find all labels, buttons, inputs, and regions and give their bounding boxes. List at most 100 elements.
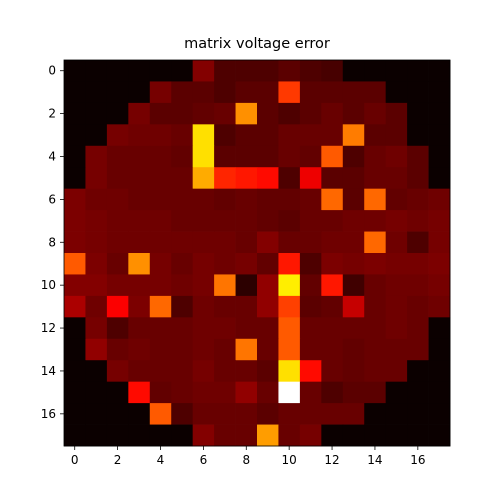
heatmap-cell — [257, 145, 279, 168]
heatmap-cell — [192, 81, 215, 104]
heatmap-cell — [321, 253, 344, 275]
heatmap-cell — [235, 338, 258, 361]
heatmap-cell — [149, 81, 172, 104]
heatmap-cell — [214, 338, 236, 361]
heatmap-cell — [149, 424, 172, 447]
heatmap-cell — [171, 145, 194, 168]
heatmap-cell — [407, 338, 429, 361]
heatmap-cell — [321, 60, 344, 82]
heatmap-cell — [364, 167, 387, 190]
heatmap-cell — [106, 424, 129, 447]
heatmap-cell — [106, 231, 129, 254]
heatmap-cell — [407, 60, 429, 82]
heatmap-cell — [235, 210, 258, 232]
heatmap-cell — [171, 124, 194, 147]
heatmap-cell — [128, 81, 151, 104]
heatmap-cell — [342, 403, 365, 425]
heatmap-cell — [235, 60, 258, 82]
heatmap-cell — [321, 145, 344, 168]
heatmap-cell — [385, 145, 408, 168]
heatmap-cell — [171, 253, 194, 275]
heatmap-cell — [235, 167, 258, 190]
heatmap-cell — [64, 124, 86, 147]
y-tick-label: 2 — [48, 107, 56, 121]
heatmap-cell — [385, 381, 408, 404]
heatmap-cell — [171, 403, 194, 425]
heatmap-cell — [257, 360, 279, 383]
heatmap-cell — [171, 231, 194, 254]
x-tick-label: 16 — [410, 453, 425, 467]
heatmap-cell — [342, 274, 365, 297]
heatmap-cell — [385, 317, 408, 340]
heatmap-cell — [299, 145, 322, 168]
heatmap-cell — [106, 210, 129, 232]
heatmap-cell — [342, 338, 365, 361]
heatmap-cell — [342, 253, 365, 275]
heatmap-cell — [171, 360, 194, 383]
heatmap-cell — [128, 403, 151, 425]
heatmap-cell — [214, 274, 236, 297]
heatmap-cell — [171, 60, 194, 82]
heatmap-cell — [299, 317, 322, 340]
heatmap-cell — [192, 231, 215, 254]
heatmap-cell — [385, 424, 408, 447]
heatmap-cell — [407, 102, 429, 125]
heatmap-cell — [192, 381, 215, 404]
heatmap-cell — [257, 210, 279, 232]
heatmap-cell — [385, 231, 408, 254]
heatmap-cell — [257, 295, 279, 318]
heatmap-cell — [428, 102, 451, 125]
heatmap-cell — [428, 295, 451, 318]
heatmap-cell — [171, 210, 194, 232]
heatmap-cell — [106, 295, 129, 318]
heatmap-cell — [407, 81, 429, 104]
heatmap-cell — [364, 274, 387, 297]
heatmap-cell — [278, 231, 301, 254]
heatmap-cell — [106, 274, 129, 297]
heatmap-cell — [149, 381, 172, 404]
y-tick-label: 16 — [41, 407, 56, 421]
heatmap-cell — [235, 295, 258, 318]
heatmap-cell — [257, 253, 279, 275]
plot-frame — [63, 59, 451, 447]
heatmap-cell — [128, 102, 151, 125]
heatmap-cell — [192, 274, 215, 297]
heatmap-cell — [364, 81, 387, 104]
heatmap-cell — [235, 274, 258, 297]
y-tick-label: 12 — [41, 321, 56, 335]
heatmap-cell — [428, 274, 451, 297]
heatmap-cell — [235, 102, 258, 125]
heatmap-cell — [321, 295, 344, 318]
chart-title: matrix voltage error — [184, 36, 330, 52]
x-tick-label: 12 — [324, 453, 339, 467]
heatmap-cell — [85, 338, 108, 361]
heatmap-cell — [106, 81, 129, 104]
heatmap-cell — [278, 188, 301, 211]
heatmap-cell — [299, 424, 322, 447]
x-tick-label: 4 — [157, 453, 165, 467]
heatmap-cell — [407, 360, 429, 383]
heatmap-cell — [214, 145, 236, 168]
heatmap-cell — [385, 295, 408, 318]
heatmap-cell — [299, 338, 322, 361]
heatmap-cell — [171, 188, 194, 211]
heatmap-cell — [364, 317, 387, 340]
heatmap-cell — [385, 360, 408, 383]
heatmap-cell — [149, 102, 172, 125]
heatmap-cell — [257, 60, 279, 82]
heatmap-cell — [278, 210, 301, 232]
heatmap-cell — [192, 424, 215, 447]
heatmap-cell — [364, 60, 387, 82]
heatmap-cell — [407, 253, 429, 275]
x-tick-label: 14 — [367, 453, 382, 467]
heatmap-cell — [85, 231, 108, 254]
heatmap-cell — [64, 424, 86, 447]
heatmap-cell — [214, 102, 236, 125]
heatmap-cell — [106, 60, 129, 82]
heatmap-cell — [214, 253, 236, 275]
heatmap-cell — [192, 295, 215, 318]
heatmap-cell — [235, 403, 258, 425]
heatmap-cell — [407, 145, 429, 168]
heatmap-cell — [278, 60, 301, 82]
heatmap-cell — [149, 360, 172, 383]
